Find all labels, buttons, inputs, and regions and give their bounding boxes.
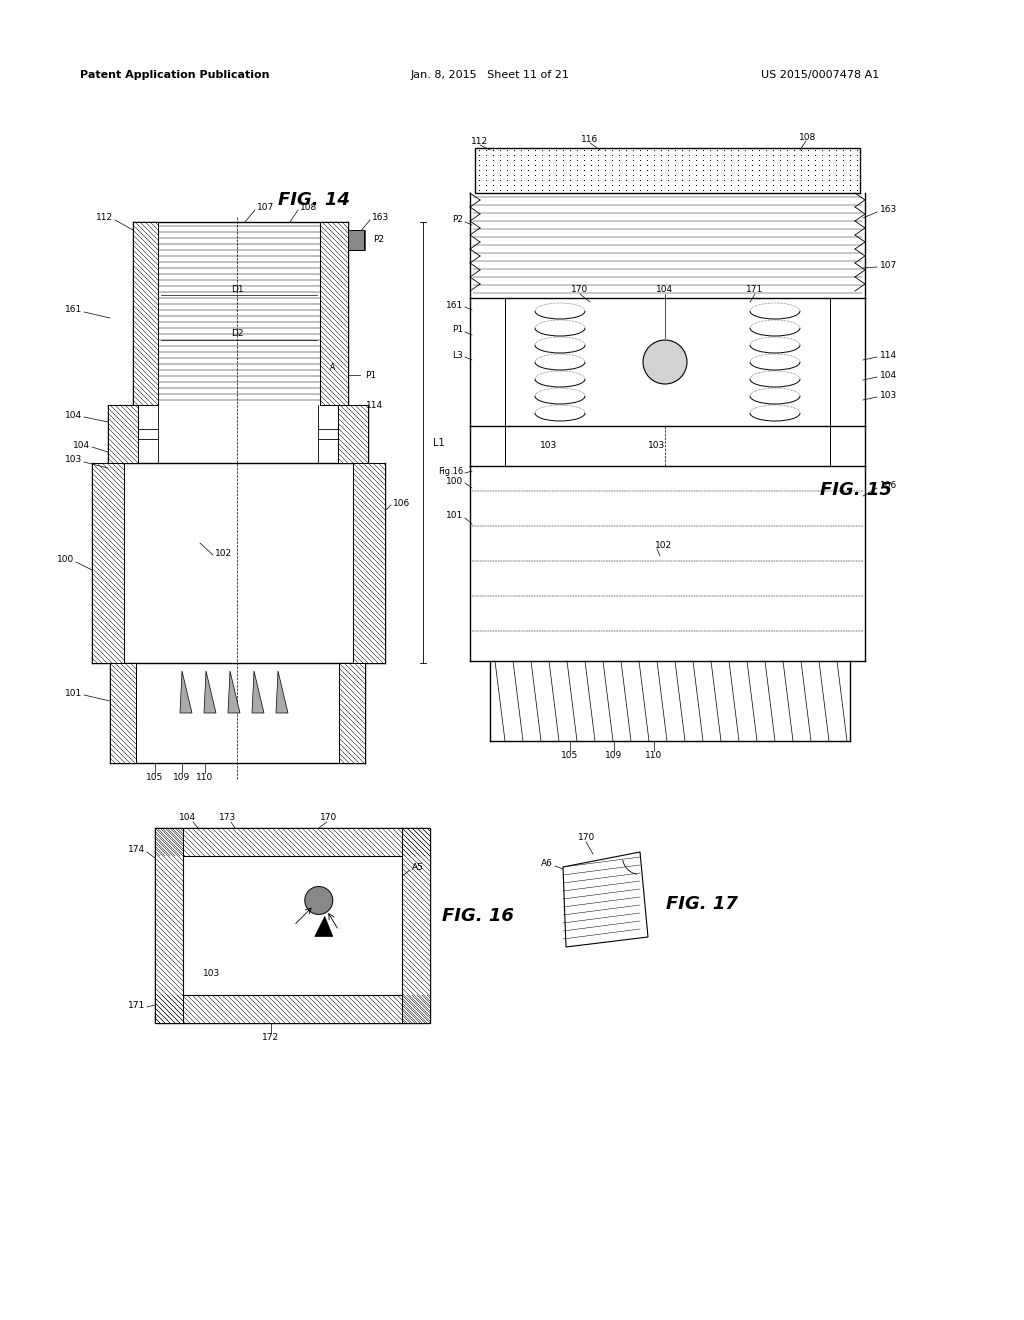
Polygon shape [314,916,333,936]
Text: 101: 101 [445,511,463,520]
Text: 116: 116 [582,136,599,144]
Text: 110: 110 [197,772,214,781]
Text: D1: D1 [230,285,244,293]
Text: FIG. 14: FIG. 14 [278,191,350,209]
Text: 110: 110 [645,751,663,759]
Polygon shape [252,671,264,713]
Text: 103: 103 [540,441,557,450]
Text: 103: 103 [203,969,220,978]
Text: 112: 112 [471,137,488,147]
Text: A6: A6 [541,859,553,869]
Text: 104: 104 [656,285,674,294]
Text: 108: 108 [800,133,816,143]
Text: 112: 112 [96,214,113,223]
Bar [183,855,402,995]
Bar [110,663,136,763]
Bar [475,148,860,193]
Text: P2: P2 [373,235,384,244]
Text: 161: 161 [445,301,463,309]
Text: 107: 107 [257,203,274,213]
Text: 108: 108 [300,203,317,213]
Polygon shape [180,671,193,713]
Text: 103: 103 [880,391,897,400]
Text: 163: 163 [880,206,897,214]
Bar [155,828,183,1023]
Text: 106: 106 [393,499,411,507]
Text: 109: 109 [173,772,190,781]
Text: 104: 104 [73,441,90,450]
Text: A: A [330,363,335,372]
Text: 103: 103 [65,455,82,465]
Bar [338,405,368,463]
Polygon shape [563,851,648,946]
Text: Patent Application Publication: Patent Application Publication [80,70,269,81]
Text: A5: A5 [412,863,424,873]
Text: 103: 103 [648,441,666,450]
Bar [155,828,430,855]
Text: FIG. 17: FIG. 17 [666,895,738,913]
Text: 107: 107 [880,260,897,269]
Bar [155,995,430,1023]
Text: 102: 102 [215,549,232,557]
Bar [339,663,365,763]
Text: D2: D2 [230,329,244,338]
Text: 105: 105 [146,772,164,781]
Bar [353,463,385,663]
Polygon shape [228,671,240,713]
Text: 114: 114 [880,351,897,359]
Text: 104: 104 [65,411,82,420]
Circle shape [643,341,687,384]
Text: 173: 173 [219,813,237,822]
Text: 105: 105 [561,751,579,759]
Text: 106: 106 [880,482,897,491]
Text: P2: P2 [452,215,463,224]
Text: Jan. 8, 2015   Sheet 11 of 21: Jan. 8, 2015 Sheet 11 of 21 [411,70,569,81]
Bar [402,828,430,1023]
Text: Fig.16: Fig.16 [437,466,463,475]
Polygon shape [204,671,216,713]
Text: L3: L3 [453,351,463,359]
Bar [133,222,158,405]
Text: 101: 101 [65,689,82,697]
Text: 100: 100 [445,477,463,486]
Text: 171: 171 [128,1001,145,1010]
Text: 170: 170 [321,813,337,822]
Text: L1: L1 [433,437,444,447]
Bar [92,463,124,663]
Text: 172: 172 [262,1032,280,1041]
Text: 171: 171 [746,285,764,294]
Text: FIG. 15: FIG. 15 [820,480,892,499]
Text: 104: 104 [179,813,197,822]
Text: 100: 100 [56,556,74,565]
Text: 114: 114 [366,400,383,409]
Text: 109: 109 [605,751,623,759]
Text: FIG. 16: FIG. 16 [442,907,514,925]
Text: 174: 174 [128,846,145,854]
Polygon shape [276,671,288,713]
Text: P1: P1 [452,326,463,334]
Text: 170: 170 [571,285,589,294]
Text: 102: 102 [655,541,672,550]
Bar [319,222,348,405]
Bar [155,828,430,1023]
Bar [348,230,364,249]
Text: 104: 104 [880,371,897,380]
Bar [108,405,138,463]
Circle shape [305,887,333,915]
Text: P1: P1 [365,371,376,380]
Text: 161: 161 [65,305,82,314]
Text: 170: 170 [578,833,595,842]
Text: US 2015/0007478 A1: US 2015/0007478 A1 [761,70,880,81]
Text: 163: 163 [372,214,389,223]
